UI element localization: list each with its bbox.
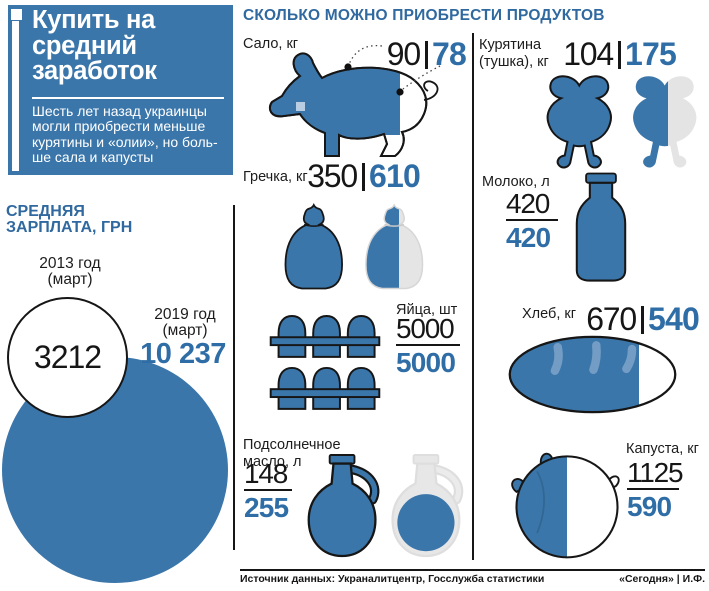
kuryatina-label-line1: Курятина (479, 37, 542, 53)
salary-2013-month: (март) (47, 270, 93, 288)
salary-2013-year: 2013 год (39, 255, 101, 272)
page-subtitle: Шесть лет назад украинцы могли приобрест… (32, 103, 230, 165)
chicken-partial-icon (633, 76, 697, 168)
subtitle-line4: ше сала и капусты (32, 148, 154, 165)
leader-line-2013 (347, 44, 383, 68)
salo-value-2019: 78 (432, 36, 467, 72)
grechka-label: Гречка, кг (243, 169, 308, 185)
salary-heading-line2: ЗАРПЛАТА, ГРН (6, 219, 133, 236)
subtitle-line3: курятины и «олии», но боль- (32, 133, 218, 150)
kuryatina-label-line2: (тушка), кг (479, 53, 549, 70)
maslo-label-line2: масло, л (243, 453, 302, 470)
milk-bottle-icon (575, 172, 627, 282)
oil-jugs-icon (307, 454, 464, 558)
page-title-line1: Купить на (32, 6, 155, 34)
chicken-full-icon (546, 75, 612, 169)
maslo-value-2013: 148 (244, 459, 292, 491)
column-divider-left (233, 205, 235, 550)
maslo-label: Подсолнечное масло, л (243, 437, 341, 470)
khleb-values: 670 540 (584, 301, 700, 337)
egg-cartons-icon (269, 315, 381, 410)
bread-loaf-icon (508, 335, 677, 414)
kuryatina-value-2019: 175 (625, 36, 677, 72)
buckwheat-sacks-icon (284, 203, 424, 290)
value-divider-bar (362, 163, 365, 191)
salary-2019-label: 2019 год (март) (143, 307, 227, 338)
moloko-values: 420 420 (506, 189, 558, 252)
bread-score-mark (622, 344, 637, 374)
kuryatina-label: Курятина (тушка), кг (479, 37, 549, 70)
maslo-label-line1: Подсолнечное (243, 437, 341, 453)
kapusta-values: 1125 590 (627, 457, 684, 522)
kuryatina-value-2013: 104 (563, 36, 614, 72)
moloko-label: Молоко, л (482, 174, 550, 190)
maslo-values: 148 255 (244, 459, 292, 522)
yaytsa-value-2019: 5000 (396, 347, 456, 378)
salary-2013-circle: 3212 (7, 297, 128, 418)
oil-jug-partial-icon (391, 454, 464, 558)
salary-2013-value: 3212 (33, 339, 102, 375)
subtitle-line2: могли приобрести меньше (32, 118, 206, 135)
khleb-value-2019: 540 (648, 301, 700, 337)
column-divider-right (472, 33, 474, 560)
title-box: Купить на средний заработок Шесть лет на… (8, 5, 233, 175)
egg-carton-row2 (269, 366, 381, 410)
egg-carton-row1 (269, 315, 381, 358)
cabbage-inner-leaf-line (536, 470, 545, 534)
accent-bar (12, 21, 19, 171)
pig-icon (268, 44, 441, 157)
salary-2019-month: (март) (162, 321, 208, 339)
salary-2013-label: 2013 год (март) (14, 256, 126, 287)
value-divider-bar (618, 41, 621, 69)
leader-dot-2019 (396, 88, 404, 96)
khleb-value-2013: 670 (586, 301, 637, 337)
salary-2019-value: 10 237 (140, 338, 226, 370)
bullet-square-icon (11, 9, 22, 20)
bread-score-mark (589, 341, 601, 375)
kapusta-value-2019: 590 (627, 491, 672, 522)
maslo-value-2019: 255 (244, 492, 289, 523)
salo-values: 90 78 (366, 36, 467, 72)
moloko-value-2013: 420 (506, 189, 558, 221)
grechka-values: 350 610 (300, 158, 421, 194)
bread-score-mark (550, 342, 563, 375)
footer-credit: «Сегодня» | И.Ф. (619, 573, 705, 585)
moloko-value-2019: 420 (506, 222, 551, 253)
title-divider (32, 97, 224, 99)
leader-dot-2013 (344, 63, 352, 71)
grechka-value-2013: 350 (307, 158, 358, 194)
salo-label: Сало, кг (243, 36, 299, 52)
chicken-carcass-icons (546, 75, 697, 169)
yaytsa-value-2013: 5000 (396, 314, 460, 346)
page-title-line3: заработок (32, 57, 157, 85)
salary-heading: СРЕДНЯЯ ЗАРПЛАТА, ГРН (6, 204, 132, 236)
pig-eye-icon (296, 102, 305, 111)
value-divider-bar (425, 41, 428, 69)
grechka-value-2019: 610 (369, 158, 421, 194)
sack-partial-icon (365, 203, 424, 290)
oil-jug-full-icon (307, 454, 380, 558)
yaytsa-label: Яйца, шт (396, 302, 458, 318)
subtitle-line1: Шесть лет назад украинцы (32, 103, 207, 119)
salary-2019-year: 2019 год (154, 306, 216, 323)
salo-value-2013: 90 (386, 36, 421, 72)
yaytsa-values: 5000 5000 (396, 314, 460, 377)
sack-full-icon (284, 203, 343, 290)
kuryatina-values: 104 175 (556, 36, 677, 72)
kapusta-value-2013: 1125 (627, 457, 684, 490)
cabbage-icon (511, 452, 620, 559)
products-heading: СКОЛЬКО МОЖНО ПРИОБРЕСТИ ПРОДУКТОВ (243, 7, 605, 24)
page-title-line2: средний (32, 31, 137, 60)
page-title: Купить на средний заработок (32, 6, 157, 85)
value-divider-bar (641, 306, 644, 334)
pig-tail-icon (423, 80, 439, 101)
footer-rule (240, 569, 705, 571)
kapusta-label: Капуста, кг (626, 441, 699, 457)
khleb-label: Хлеб, кг (522, 306, 577, 322)
footer-source: Источник данных: Украналитцентр, Госслуж… (240, 573, 545, 585)
salary-heading-line1: СРЕДНЯЯ (6, 203, 85, 220)
